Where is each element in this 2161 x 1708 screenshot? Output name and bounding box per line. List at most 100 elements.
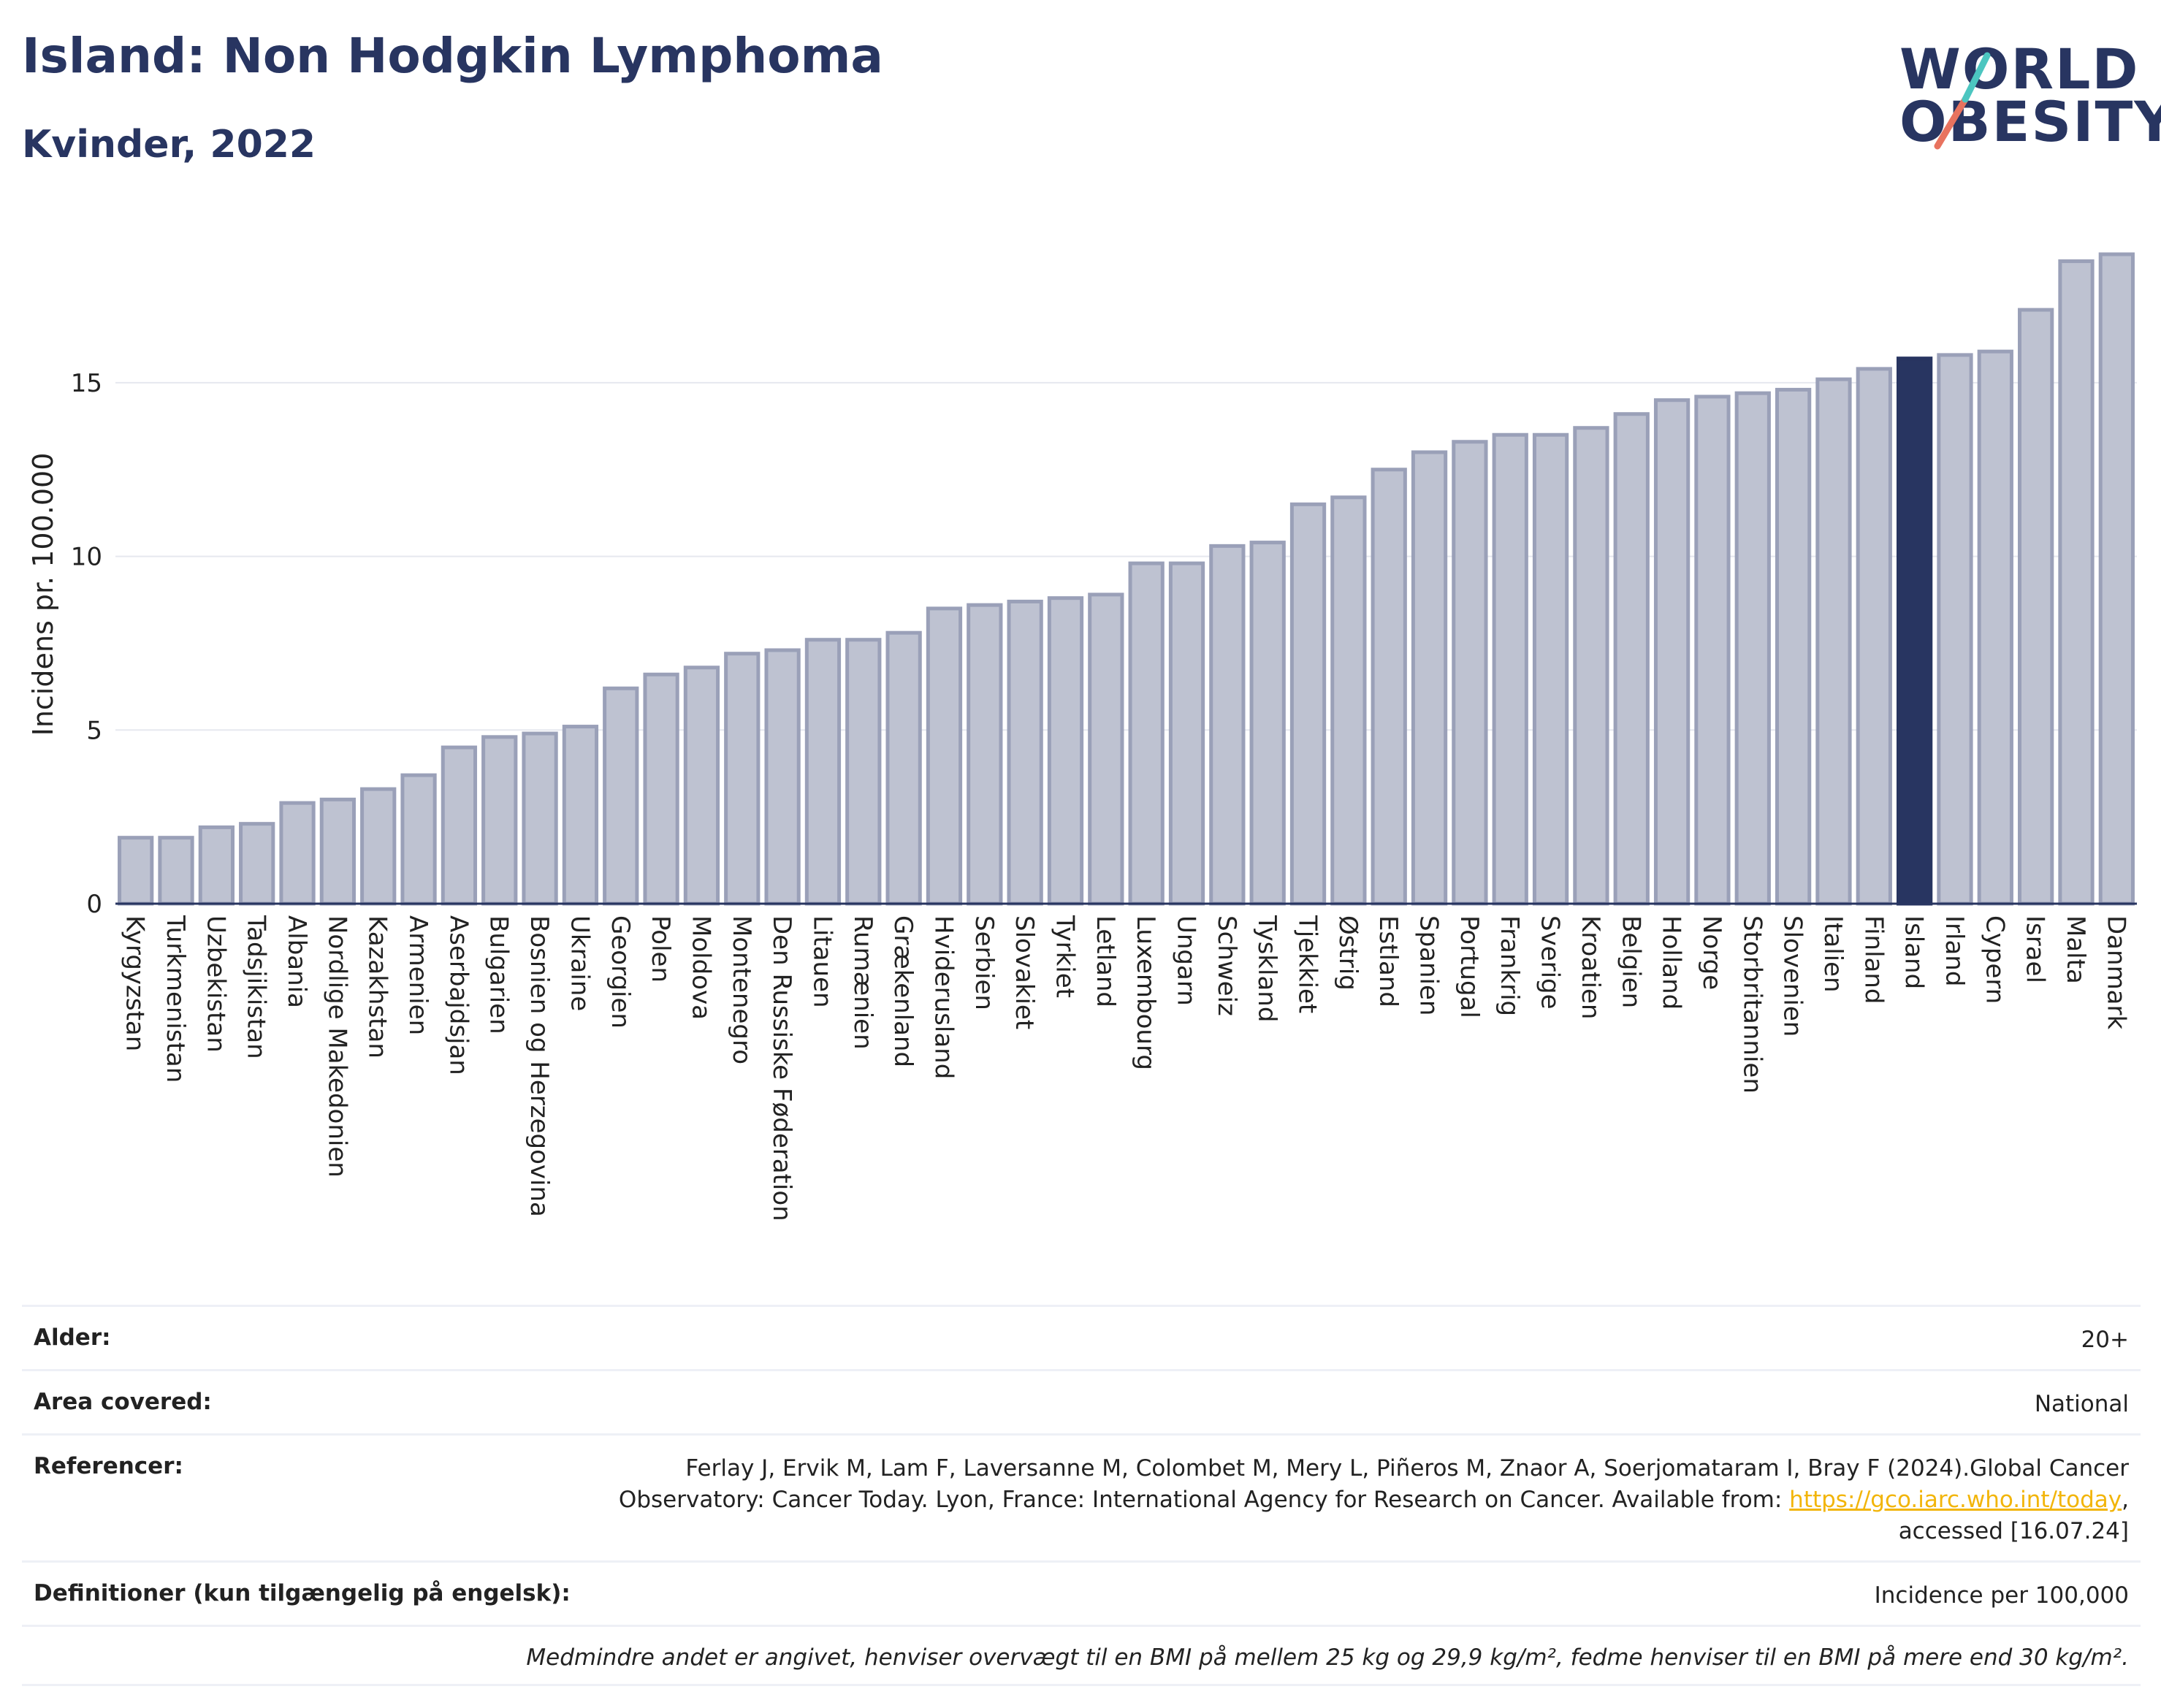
bar bbox=[724, 652, 761, 906]
reference-link[interactable]: https://gco.iarc.who.int/today bbox=[1789, 1487, 2122, 1513]
x-tick-label: Kyrgyzstan bbox=[121, 915, 150, 1051]
x-tick-label: Finland bbox=[1859, 915, 1888, 1004]
x-tick-label: Tyskland bbox=[1252, 915, 1281, 1022]
x-tick-label: Cypern bbox=[1980, 915, 2009, 1004]
bar bbox=[118, 836, 154, 906]
x-tick-label: Kazakhstan bbox=[363, 915, 392, 1059]
x-tick-label: Serbien bbox=[969, 915, 999, 1010]
bar bbox=[683, 666, 720, 906]
x-tick-label: Spanien bbox=[1414, 915, 1444, 1015]
x-tick-label: Sverige bbox=[1536, 915, 1565, 1010]
x-tick-label: Østrig bbox=[1333, 915, 1362, 991]
bar bbox=[1734, 391, 1771, 906]
info-row-area: Area covered: National bbox=[22, 1369, 2141, 1433]
x-tick-label: Malta bbox=[2061, 915, 2090, 984]
x-tick-label: Island bbox=[1899, 915, 1929, 989]
info-row-note: Medmindre andet er angivet, henviser ove… bbox=[22, 1625, 2141, 1686]
bar bbox=[1694, 394, 1731, 906]
info-table: Alder: 20+ Area covered: National Refere… bbox=[22, 1305, 2141, 1686]
y-tick-label: 0 bbox=[86, 890, 102, 919]
bar bbox=[1209, 544, 1246, 906]
bar bbox=[1613, 412, 1650, 906]
page-title: Island: Non Hodgkin Lymphoma bbox=[22, 28, 883, 84]
x-tick-label: Grækenland bbox=[888, 915, 918, 1067]
x-tick-label: Luxembourg bbox=[1131, 915, 1160, 1070]
bar bbox=[804, 638, 842, 906]
reference-text: Ferlay J, Ervik M, Lam F, Laversanne M, … bbox=[618, 1455, 2129, 1513]
definitions-label: Definitioner (kun tilgængelig på engelsk… bbox=[34, 1580, 571, 1606]
bar-chart: 0 5 10 15 Incidens pr. 100.000 Kyrgyzstan Turk… bbox=[27, 252, 2137, 1221]
bar bbox=[1088, 592, 1124, 906]
x-tick-label: Uzbekistan bbox=[201, 915, 230, 1053]
bar bbox=[279, 801, 316, 906]
world-obesity-logo: WORLD OBESITY bbox=[1899, 29, 2161, 161]
x-tick-label: Estland bbox=[1373, 915, 1403, 1007]
bar bbox=[764, 648, 801, 906]
x-tick-label: Aserbajdsjan bbox=[443, 915, 473, 1075]
logo-line-2: OBESITY bbox=[1899, 89, 2161, 154]
age-value: 20+ bbox=[2081, 1327, 2129, 1353]
info-row-definitions: Definitioner (kun tilgængelig på engelsk… bbox=[22, 1560, 2141, 1625]
bar bbox=[1047, 596, 1084, 906]
bar bbox=[158, 836, 194, 906]
bar bbox=[1289, 502, 1327, 906]
bar bbox=[967, 603, 1003, 906]
bar bbox=[926, 606, 963, 906]
bar bbox=[522, 731, 558, 906]
x-tick-label: Ukraine bbox=[565, 915, 594, 1011]
bar bbox=[1977, 349, 2013, 906]
bar bbox=[603, 686, 639, 906]
definitions-value: Incidence per 100,000 bbox=[1874, 1582, 2129, 1609]
x-tick-label: Nordlige Makedonien bbox=[322, 915, 351, 1178]
bar bbox=[885, 630, 922, 906]
bar bbox=[481, 735, 518, 906]
bar bbox=[441, 745, 478, 906]
x-tick-label: Montenegro bbox=[727, 915, 756, 1064]
bar bbox=[2058, 259, 2095, 906]
x-tick-label: Frankrig bbox=[1495, 915, 1524, 1016]
bar bbox=[1492, 432, 1528, 906]
x-tick-label: Ungarn bbox=[1172, 915, 1201, 1006]
page-subtitle: Kvinder, 2022 bbox=[22, 123, 316, 167]
bar bbox=[1330, 495, 1367, 906]
bar bbox=[2018, 308, 2054, 906]
bar bbox=[1371, 468, 1407, 906]
logo-line-1: WORLD bbox=[1899, 37, 2140, 102]
bar bbox=[1452, 440, 1488, 906]
x-tick-label: Letland bbox=[1091, 915, 1120, 1007]
x-tick-label: Slovakiet bbox=[1010, 915, 1039, 1029]
x-tick-label: Irland bbox=[1940, 915, 1969, 986]
bar bbox=[400, 773, 437, 906]
area-value: National bbox=[2034, 1391, 2129, 1417]
x-tick-label: Kroatien bbox=[1576, 915, 1605, 1019]
x-tick-label: Portugal bbox=[1455, 915, 1484, 1018]
bar bbox=[1128, 561, 1165, 906]
x-tick-label: Rumænien bbox=[848, 915, 877, 1050]
bar bbox=[2098, 252, 2135, 906]
x-tick-label: Moldova bbox=[686, 915, 715, 1020]
bar bbox=[1573, 426, 1609, 906]
y-tick-label: 15 bbox=[71, 369, 102, 398]
bar bbox=[562, 725, 599, 906]
bar bbox=[1937, 353, 1973, 906]
x-tick-label: Tyrkiet bbox=[1050, 915, 1079, 998]
bar bbox=[239, 822, 275, 906]
x-tick-label: Holland bbox=[1657, 915, 1686, 1010]
x-tick-label: Italien bbox=[1818, 915, 1848, 993]
y-tick-label: 5 bbox=[86, 716, 102, 745]
bar bbox=[1249, 541, 1286, 906]
bar bbox=[643, 672, 679, 906]
bar bbox=[1815, 377, 1852, 906]
x-tick-label: Israel bbox=[2021, 915, 2050, 983]
x-tick-label: Hviderusland bbox=[929, 915, 958, 1079]
x-tick-label: Bosnien og Herzegovina bbox=[525, 915, 554, 1217]
references-label: Referencer: bbox=[34, 1453, 183, 1479]
bar bbox=[1007, 599, 1043, 906]
area-label: Area covered: bbox=[34, 1389, 212, 1415]
x-tick-label: Danmark bbox=[2101, 915, 2130, 1029]
bar bbox=[1168, 561, 1205, 906]
bar bbox=[1411, 450, 1448, 906]
x-tick-label: Tjekkiet bbox=[1293, 915, 1322, 1013]
bar bbox=[319, 797, 357, 906]
x-tick-label: Armenien bbox=[403, 915, 432, 1035]
